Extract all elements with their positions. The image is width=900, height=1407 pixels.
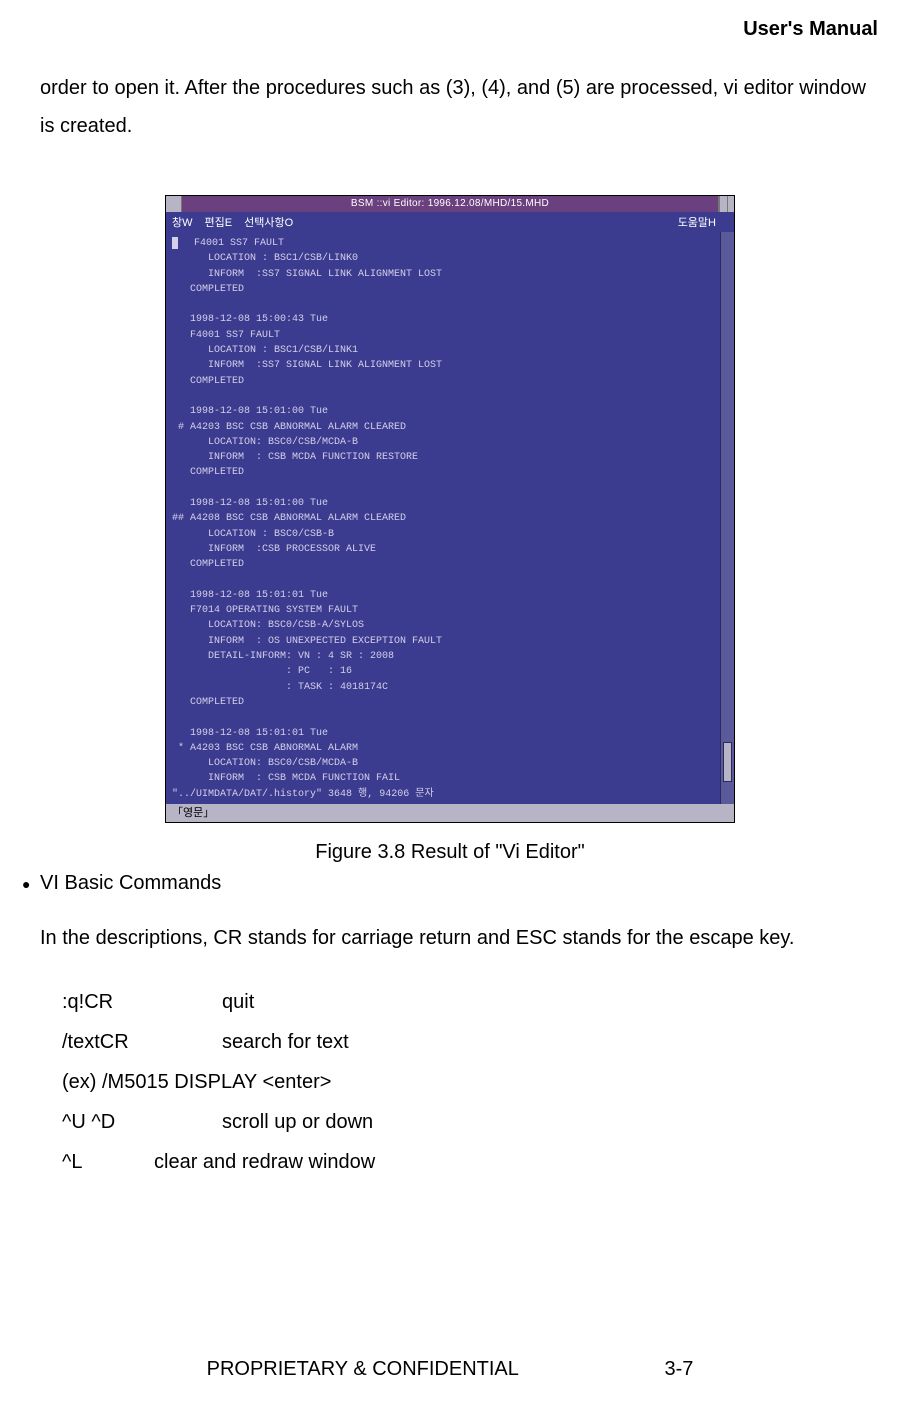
- intro-paragraph: order to open it. After the procedures s…: [22, 69, 878, 145]
- menubar: 창W 편집E 선택사항O 도움말H: [166, 212, 734, 232]
- command-key: ^U ^D: [62, 1102, 222, 1142]
- section-description: In the descriptions, CR stands for carri…: [40, 927, 878, 950]
- command-desc: quit: [222, 982, 254, 1022]
- command-desc: clear and redraw window: [154, 1142, 375, 1182]
- command-row: /textCR search for text: [62, 1022, 878, 1062]
- menu-window[interactable]: 창W: [172, 214, 193, 230]
- command-desc: search for text: [222, 1022, 349, 1062]
- command-key: :q!CR: [62, 982, 222, 1022]
- command-key: ^L: [62, 1142, 154, 1182]
- command-list: :q!CR quit /textCR search for text (ex) …: [62, 982, 878, 1182]
- vertical-scrollbar[interactable]: [720, 232, 734, 804]
- command-key: /textCR: [62, 1022, 222, 1062]
- figure-caption: Figure 3.8 Result of "Vi Editor": [22, 841, 878, 864]
- window-controls[interactable]: [718, 196, 734, 212]
- command-row: ^U ^D scroll up or down: [62, 1102, 878, 1142]
- ime-status: 「영문」: [166, 804, 734, 822]
- menu-options[interactable]: 선택사항O: [244, 214, 293, 230]
- window-menu-icon[interactable]: [166, 196, 182, 212]
- command-row: ^L clear and redraw window: [62, 1142, 878, 1182]
- command-row: :q!CR quit: [62, 982, 878, 1022]
- window-titlebar: BSM ::vi Editor: 1996.12.08/MHD/15.MHD: [166, 196, 734, 212]
- page-footer: PROPRIETARY & CONFIDENTIAL 3-7: [22, 1358, 878, 1381]
- command-example: (ex) /M5015 DISPLAY <enter>: [62, 1062, 878, 1102]
- editor-content[interactable]: F4001 SS7 FAULT LOCATION : BSC1/CSB/LINK…: [166, 232, 720, 804]
- page-header: User's Manual: [22, 18, 878, 41]
- footer-page-number: 3-7: [664, 1358, 693, 1381]
- menu-edit[interactable]: 편집E: [205, 214, 233, 230]
- section-heading-text: VI Basic Commands: [40, 872, 221, 894]
- window-title: BSM ::vi Editor: 1996.12.08/MHD/15.MHD: [182, 196, 718, 212]
- editor-area: F4001 SS7 FAULT LOCATION : BSC1/CSB/LINK…: [166, 232, 734, 804]
- command-example-text: (ex) /M5015 DISPLAY <enter>: [62, 1062, 331, 1102]
- command-desc: scroll up or down: [222, 1102, 373, 1142]
- section-heading: ● VI Basic Commands: [22, 872, 878, 895]
- vi-editor-window: BSM ::vi Editor: 1996.12.08/MHD/15.MHD 창…: [165, 195, 735, 823]
- footer-left: PROPRIETARY & CONFIDENTIAL: [207, 1358, 519, 1381]
- bullet-icon: ●: [22, 876, 30, 892]
- menu-help[interactable]: 도움말H: [678, 214, 716, 230]
